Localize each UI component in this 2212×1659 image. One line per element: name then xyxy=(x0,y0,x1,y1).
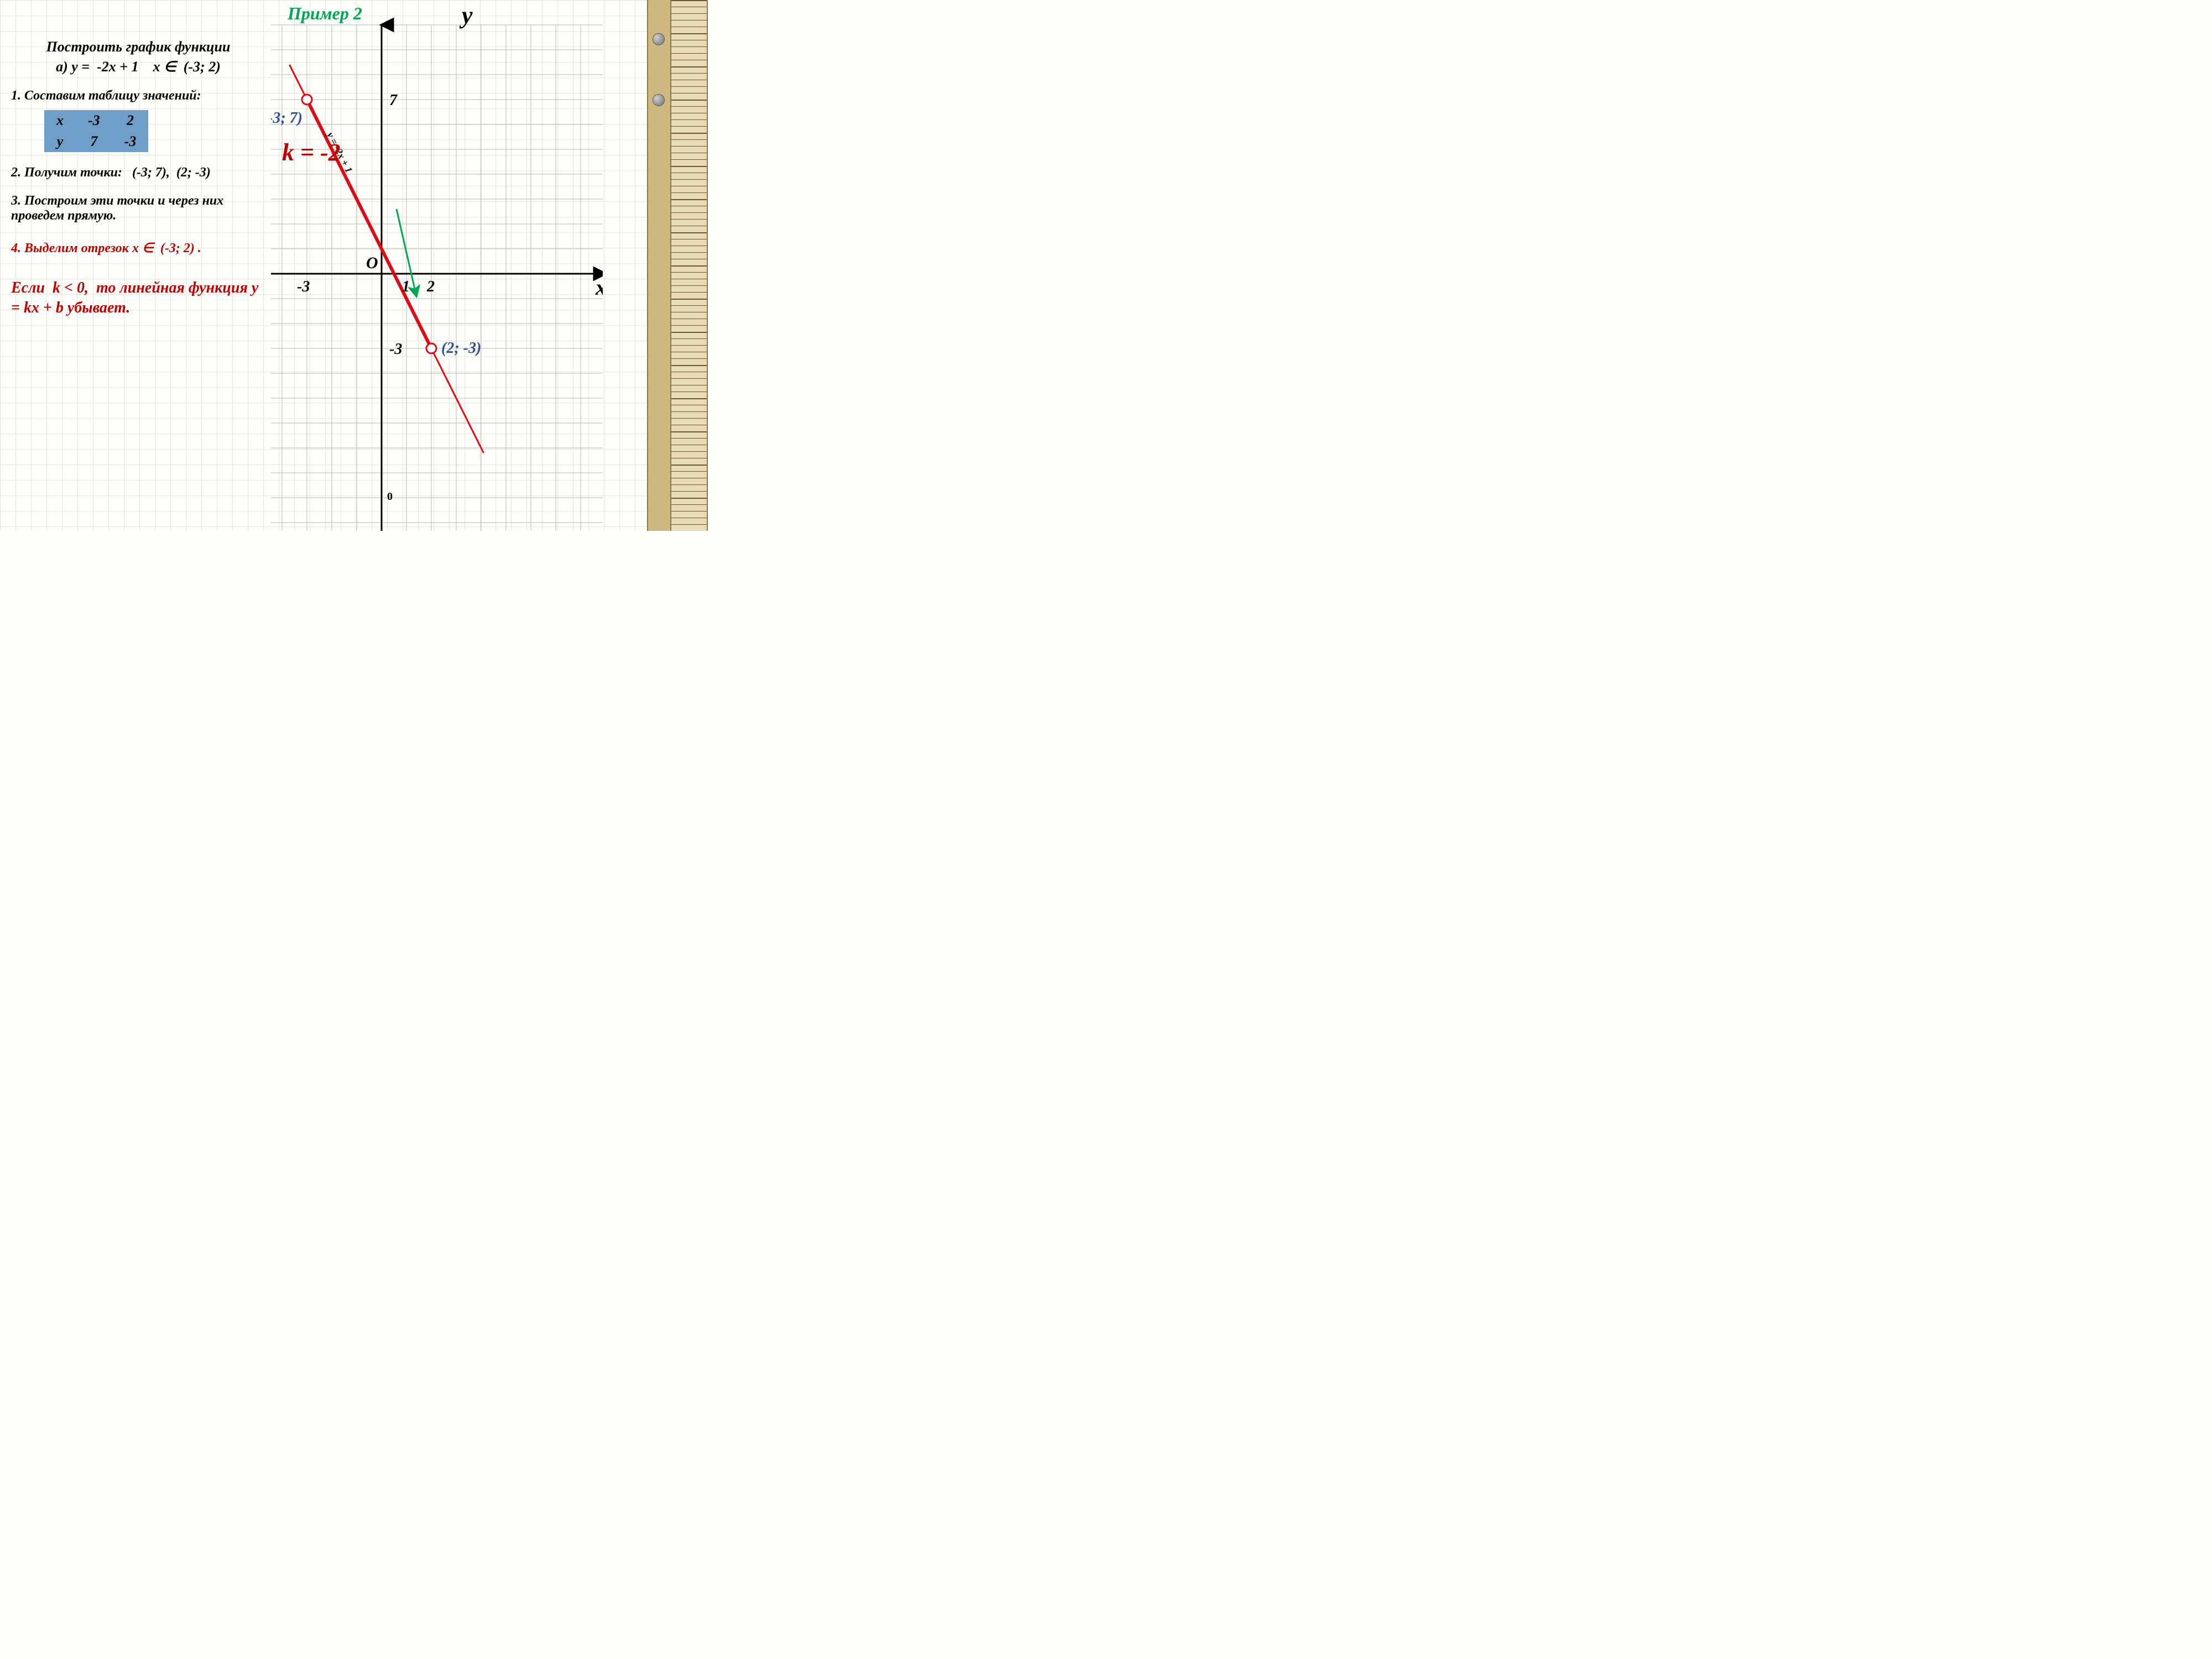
svg-text:(-3; 7): (-3; 7) xyxy=(271,109,302,127)
step-4: 4. Выделим отрезок х ∈ (-3; 2) . xyxy=(11,240,265,256)
formula: а) у = -2х + 1 х ∈ (-3; 2) xyxy=(11,59,265,75)
svg-text:О: О xyxy=(366,254,378,272)
svg-text:(2; -3): (2; -3) xyxy=(441,340,481,357)
table-cell: у xyxy=(44,131,76,152)
step-3: 3. Построим эти точки и через них провед… xyxy=(11,194,265,223)
table-cell: 7 xyxy=(76,131,112,152)
svg-text:х: х xyxy=(595,275,603,300)
ruler-strip xyxy=(647,0,708,531)
conclusion: Если k < 0, то линейная функция у = kх +… xyxy=(11,278,265,319)
chart-area: Ох012-37-3(-3; 7)(2; -3)у = -2х + 1 Прим… xyxy=(271,0,603,531)
ruler-ticks xyxy=(671,0,707,531)
table-row: х -3 2 xyxy=(44,110,148,131)
left-pane: Построить график функции а) у = -2х + 1 … xyxy=(11,39,265,319)
svg-text:-3: -3 xyxy=(297,278,310,295)
svg-text:1: 1 xyxy=(402,278,410,295)
chart-svg: Ох012-37-3(-3; 7)(2; -3)у = -2х + 1 xyxy=(271,0,603,531)
svg-text:7: 7 xyxy=(389,92,398,109)
screw-icon xyxy=(653,33,665,45)
example-label: Пример 2 xyxy=(288,3,362,24)
value-table: х -3 2 у 7 -3 xyxy=(44,110,148,152)
svg-text:0: 0 xyxy=(387,491,393,503)
headline: Построить график функции xyxy=(11,39,265,55)
step-2: 2. Получим точки: (-3; 7), (2; -3) xyxy=(11,165,265,180)
step-1: 1. Составим таблицу значений: xyxy=(11,88,265,103)
table-cell: 2 xyxy=(112,110,149,131)
k-label: k = -2 xyxy=(282,138,341,166)
table-row: у 7 -3 xyxy=(44,131,148,152)
screw-icon xyxy=(653,94,665,106)
svg-text:-3: -3 xyxy=(389,341,402,358)
table-cell: х xyxy=(44,110,76,131)
table-cell: -3 xyxy=(112,131,149,152)
table-cell: -3 xyxy=(76,110,112,131)
svg-text:2: 2 xyxy=(426,278,435,295)
y-axis-label: у xyxy=(462,1,473,29)
